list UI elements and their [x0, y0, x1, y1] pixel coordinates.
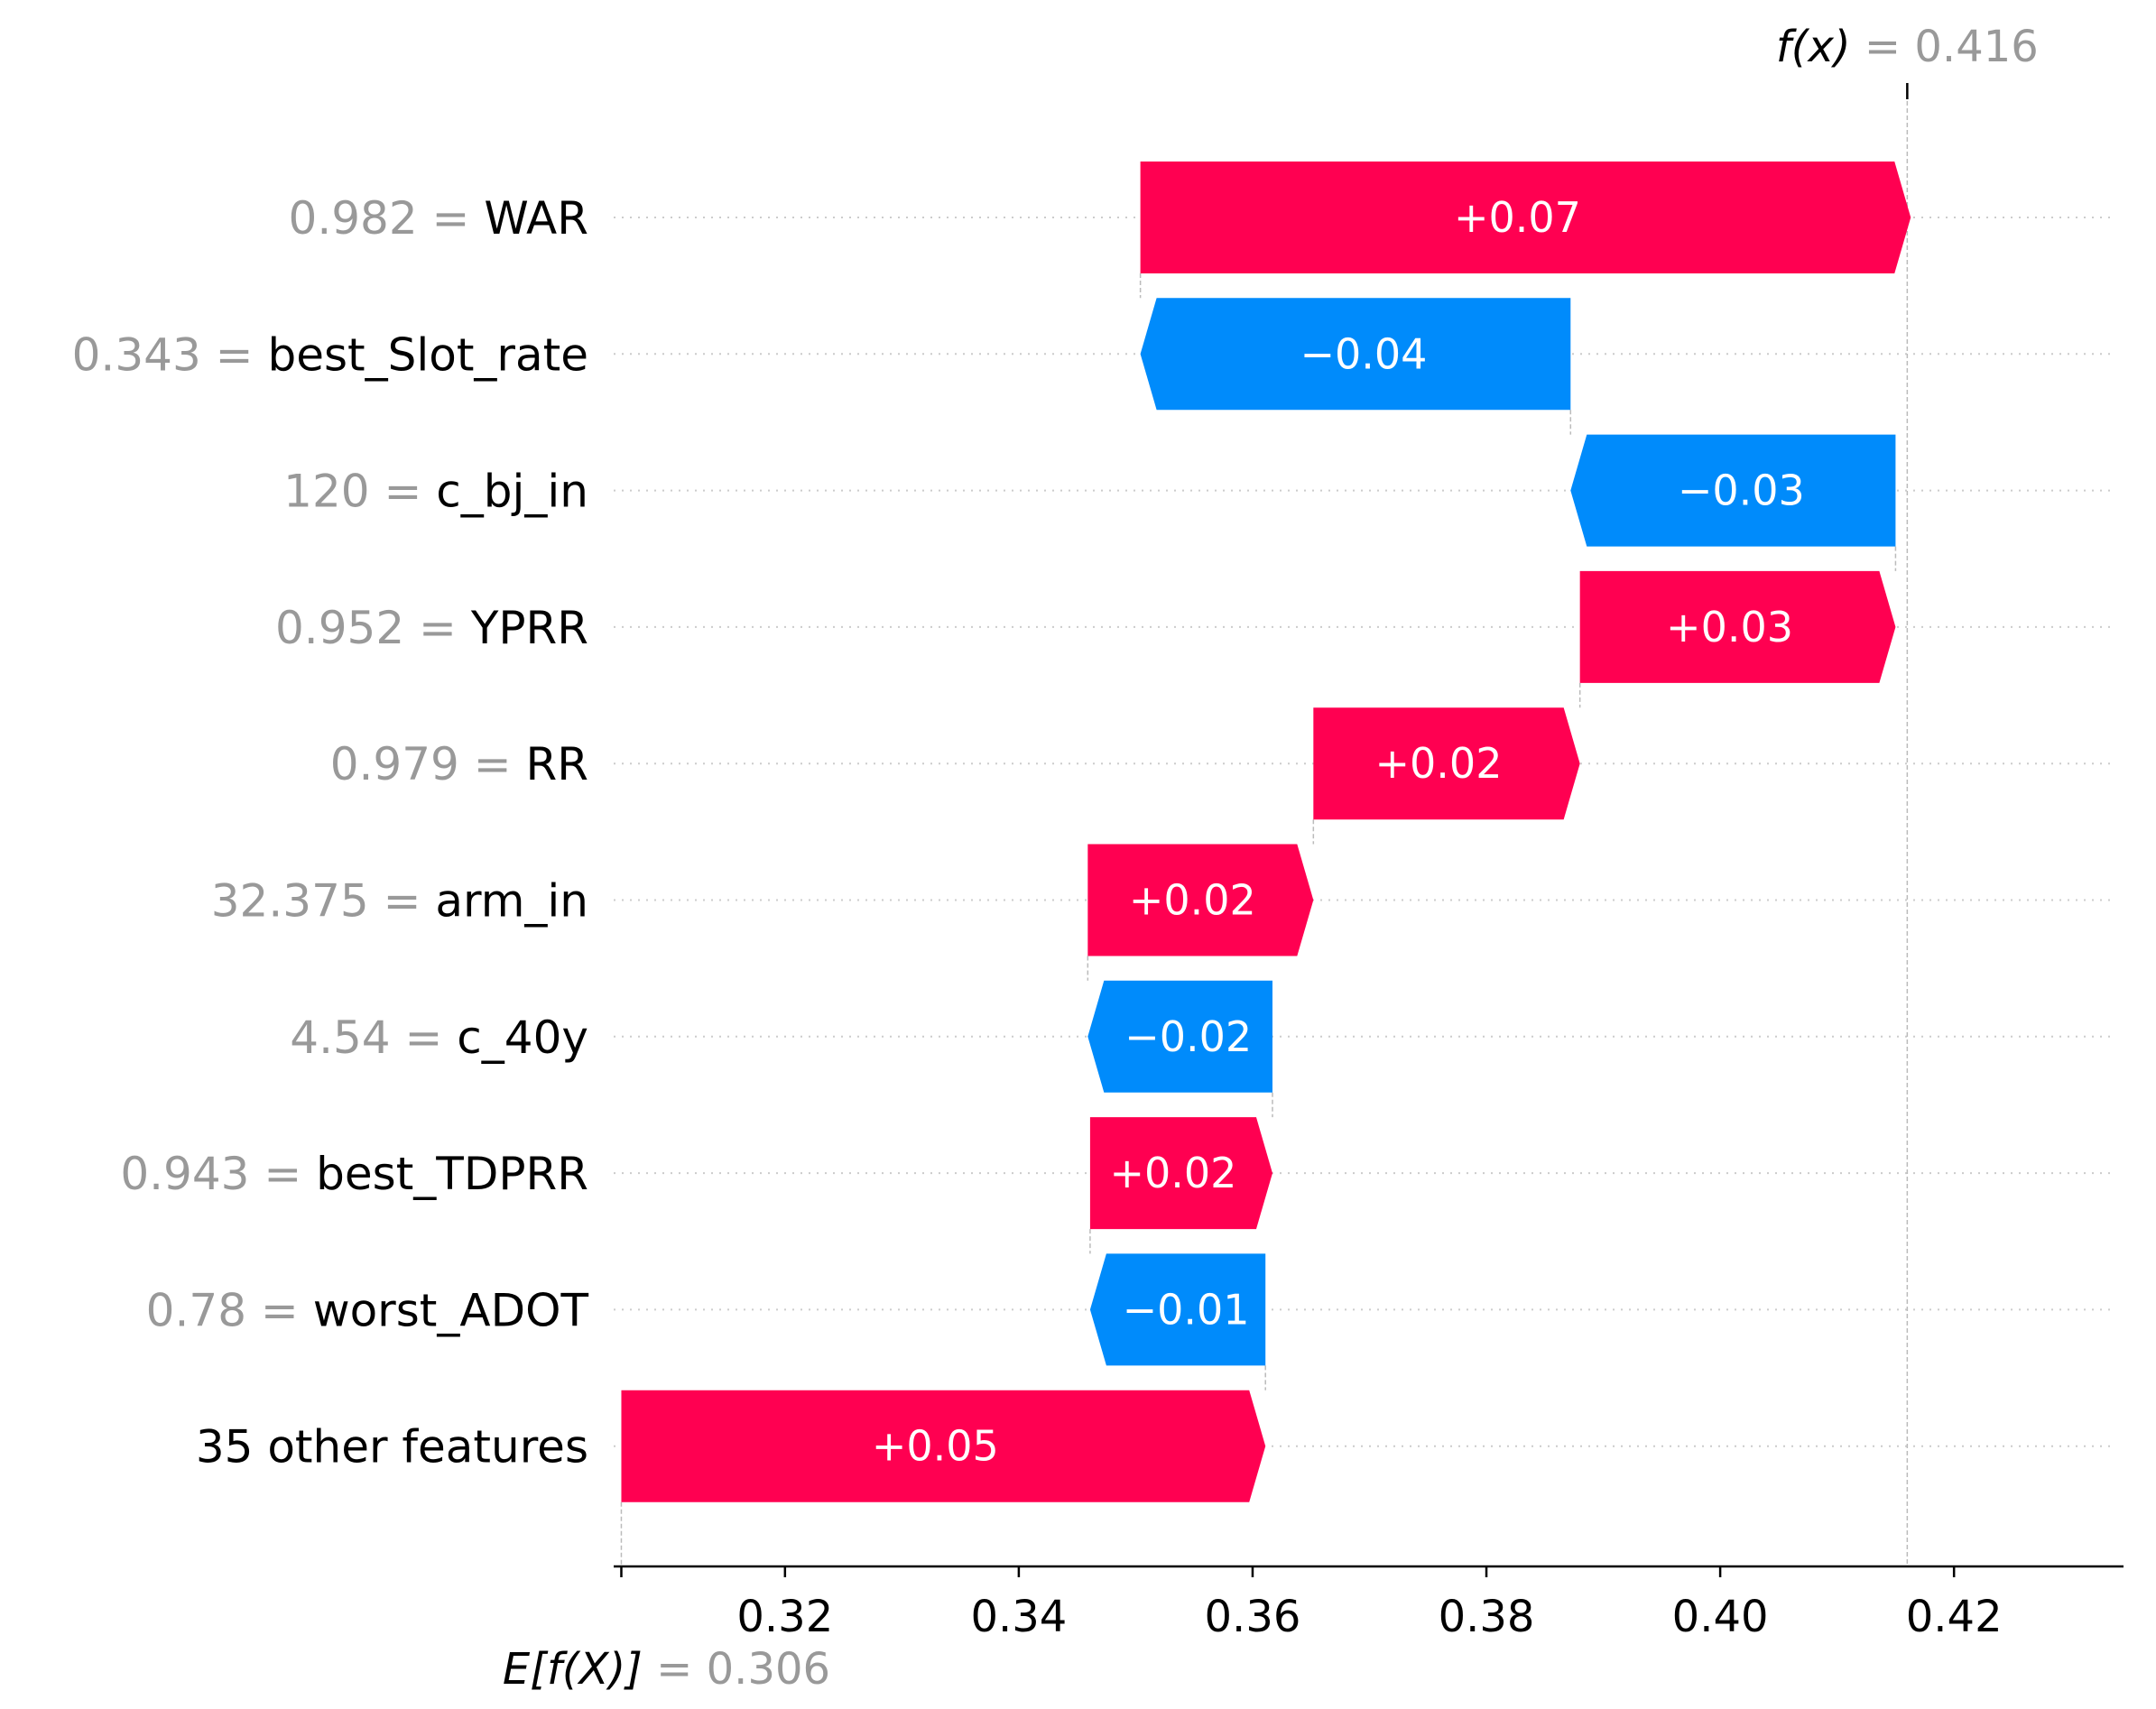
x-axis: 0.32 0.34 0.36 0.38 0.40 0.42	[614, 1565, 2124, 1642]
feature-name: 35 other features	[196, 1421, 588, 1473]
feature-value: 0.979 =	[330, 738, 526, 790]
feature-label: 0.979 = RR	[330, 738, 588, 790]
connector-guides	[620, 101, 1909, 1566]
base-output-annotations: f(x) = 0.416 E[f(X)] = 0.306	[503, 22, 2039, 1695]
negative-bar	[1140, 298, 1571, 411]
bar-value-label: +0.02	[1109, 1149, 1236, 1197]
bar-value-label: +0.05	[872, 1422, 999, 1471]
bar-value-label: +0.07	[1454, 193, 1581, 242]
feature-labels: 0.982 = WAR 0.343 = best_Slot_rate 120 = c…	[72, 192, 589, 1473]
feature-name: RR	[526, 738, 588, 790]
bar-value-label: −0.01	[1123, 1285, 1250, 1334]
x-tick-label: 0.40	[1672, 1592, 1769, 1642]
positive-bar	[1087, 844, 1314, 956]
positive-bar	[1579, 570, 1896, 683]
feature-label: 0.943 = best_TDPRR	[120, 1148, 588, 1200]
feature-value: 0.943 =	[120, 1148, 316, 1200]
feature-value: 0.78 =	[146, 1284, 313, 1336]
feature-name: c_40y	[457, 1012, 588, 1064]
feature-label: 0.78 = worst_ADOT	[146, 1284, 589, 1336]
feature-value: 120 =	[283, 466, 436, 518]
negative-bar	[1087, 980, 1272, 1093]
base-value-text: = 0.306	[643, 1644, 830, 1695]
positive-bar	[1140, 162, 1911, 273]
bar-value-label: +0.02	[1375, 739, 1503, 788]
feature-label: 32.375 = arm_in	[211, 875, 588, 928]
bar-value-label: +0.03	[1666, 603, 1793, 651]
feature-name: best_Slot_rate	[267, 328, 588, 381]
feature-value: 32.375 =	[211, 875, 436, 928]
feature-name: c_bj_in	[436, 466, 588, 518]
feature-value: 4.54 =	[290, 1012, 457, 1064]
positive-bar	[621, 1390, 1266, 1502]
base-symbol: E[f(X)]	[503, 1644, 643, 1695]
base-value-label: E[f(X)] = 0.306	[503, 1644, 830, 1695]
feature-value: 0.982 =	[289, 192, 485, 245]
x-tick-label: 0.32	[736, 1592, 833, 1642]
output-value-label: f(x) = 0.416	[1776, 22, 2039, 72]
feature-name: arm_in	[435, 875, 588, 928]
feature-name: WAR	[484, 192, 588, 245]
x-tick-label: 0.34	[970, 1592, 1067, 1642]
feature-label: 0.343 = best_Slot_rate	[72, 328, 588, 381]
output-symbol: f(x)	[1776, 22, 1851, 72]
feature-name: YPRR	[470, 602, 588, 654]
feature-label: 4.54 = c_40y	[290, 1012, 588, 1064]
contribution-bars: +0.07 −0.04 −0.03 +0.03 +0.02 +0.02 −0.02 +0.02…	[621, 162, 1911, 1502]
positive-bar	[1313, 707, 1580, 820]
x-tick-label: 0.36	[1205, 1592, 1301, 1642]
output-value-text: = 0.416	[1851, 22, 2039, 72]
bar-value-label: −0.02	[1124, 1012, 1252, 1061]
negative-bar	[1570, 434, 1896, 547]
bar-value-label: −0.04	[1300, 329, 1427, 378]
feature-value: 0.343 =	[72, 328, 268, 381]
x-tick-label: 0.38	[1439, 1592, 1535, 1642]
negative-bar	[1089, 1253, 1266, 1366]
feature-label: 35 other features	[196, 1421, 588, 1473]
feature-label: 0.982 = WAR	[289, 192, 588, 245]
positive-bar	[1089, 1117, 1272, 1230]
bar-value-label: −0.03	[1678, 467, 1805, 515]
x-tick-label: 0.42	[1906, 1592, 2003, 1642]
feature-name: worst_ADOT	[313, 1284, 589, 1336]
feature-value: 0.952 =	[275, 602, 471, 654]
feature-name: best_TDPRR	[316, 1148, 588, 1200]
feature-label: 0.952 = YPRR	[275, 602, 588, 654]
bar-value-label: +0.02	[1129, 876, 1256, 925]
feature-label: 120 = c_bj_in	[283, 466, 588, 518]
